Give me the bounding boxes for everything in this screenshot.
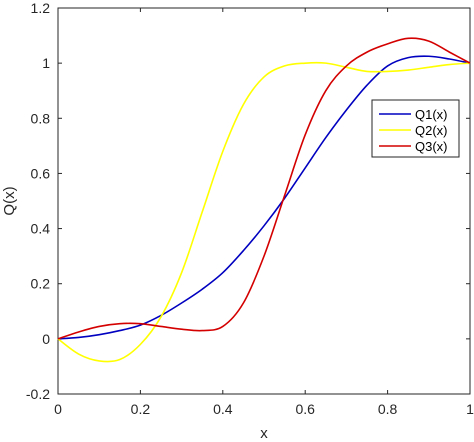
x-tick-label: 0.2: [131, 401, 151, 417]
x-axis-title: x: [260, 425, 268, 442]
y-tick-label: -0.2: [26, 386, 50, 402]
x-tick-label: 0.4: [213, 401, 233, 417]
y-tick-label: 0.8: [31, 110, 51, 126]
legend: Q1(x)Q2(x)Q3(x): [371, 99, 460, 158]
x-tick-label: 1: [466, 401, 474, 417]
series-line-q3x: [57, 37, 471, 340]
y-tick-label: 0: [42, 331, 50, 347]
series-lines: [57, 37, 471, 363]
plot-area: [57, 7, 471, 395]
x-tick-label: 0: [54, 401, 62, 417]
legend-label-q3x: Q3(x): [415, 139, 448, 154]
x-tick-label: 0.6: [295, 401, 315, 417]
y-tick-label: 0.6: [31, 165, 51, 181]
legend-box: [371, 99, 460, 158]
axis-ticks: [57, 7, 471, 395]
series-line-q1x: [57, 55, 471, 340]
legend-label-q1x: Q1(x): [415, 107, 448, 122]
x-tick-label: 0.8: [378, 401, 398, 417]
y-tick-label: 1.2: [31, 0, 51, 16]
y-axis-title: Q(x): [1, 186, 18, 215]
y-tick-label: 0.2: [31, 276, 51, 292]
series-line-q2x: [57, 61, 471, 363]
tick-labels: 0 0.2 0.4 0.6 0.8 1-0.200.20.40.60.811.2: [26, 0, 474, 417]
y-tick-label: 0.4: [31, 221, 51, 237]
y-tick-label: 1: [42, 55, 50, 71]
legend-label-q2x: Q2(x): [415, 123, 448, 138]
